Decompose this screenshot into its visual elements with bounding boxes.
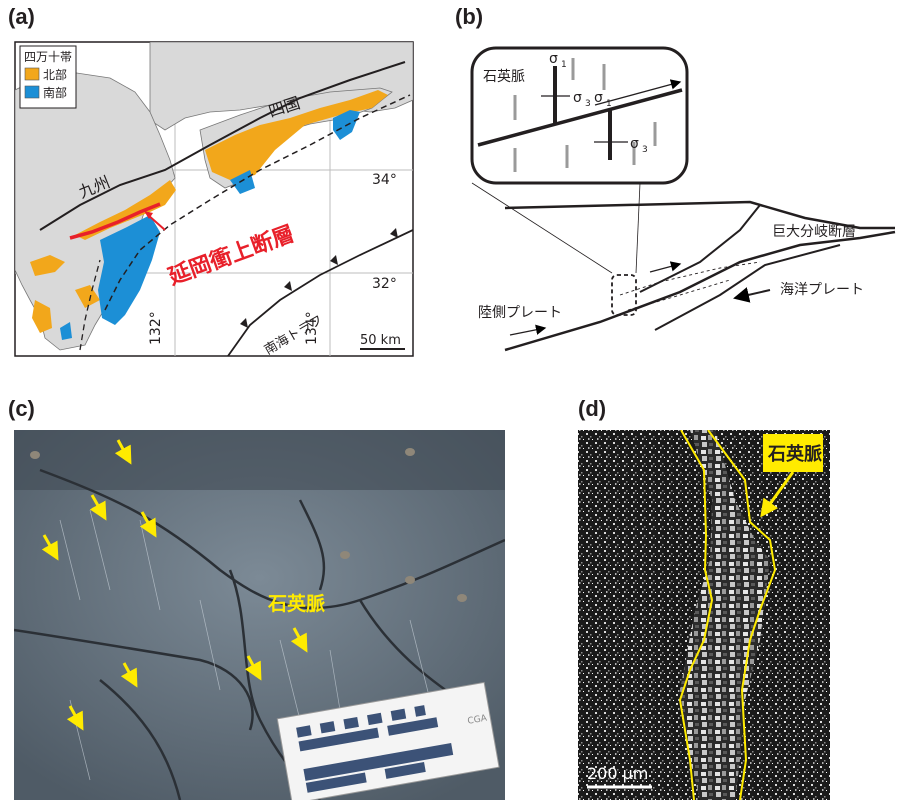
north-zone-patch: [32, 300, 52, 333]
quartz-vein-arrows: [41, 439, 308, 731]
oceanic-plate-base: [654, 244, 841, 331]
micrograph-label-box: [763, 434, 823, 472]
schematic-panel: σ 1 σ 3 σ 1 σ 3 石英脈 巨大分岐断層 海洋プレート 陸側プレート: [470, 46, 896, 352]
panel-label-d: (d): [578, 396, 607, 421]
trough-teeth: [240, 228, 398, 328]
north-zone-shikoku: [205, 90, 388, 180]
outcrop-quartz-vein-label: 石英脈: [267, 592, 325, 615]
inset-slip-arrow: [594, 79, 682, 106]
micrograph-pointer-arrow: [760, 471, 795, 518]
nobeoka-thrust-line: [69, 202, 161, 240]
label-lon-134: 134°: [304, 311, 320, 345]
inset-quartz-veins: [513, 58, 657, 172]
inset-quartz-vein-label: 石英脈: [483, 68, 525, 85]
vein-outline-right: [707, 430, 777, 800]
svg-text:3: 3: [585, 99, 591, 109]
scale-card-text: CGA: [467, 713, 489, 726]
sigma3-label-upper: σ: [573, 90, 582, 106]
scale-bar-label: 50 km: [360, 333, 401, 348]
south-zone-kyushu: [98, 215, 160, 325]
label-lat-32: 32°: [372, 276, 397, 292]
svg-text:1: 1: [561, 60, 567, 70]
north-zone-kyushu: [75, 180, 176, 240]
vein-streaks: [59, 509, 431, 781]
micrograph-quartz-vein-label: 石英脈: [767, 443, 822, 465]
subduction-arrow: [733, 287, 771, 303]
svg-text:3: 3: [642, 145, 648, 155]
south-zone-patch: [60, 322, 72, 340]
thin-section-panel: 石英脈 200 μm: [578, 430, 830, 800]
north-zone-patch: [75, 285, 100, 308]
fault-pointer-arrow: [147, 214, 166, 231]
median-tectonic-line: [39, 61, 406, 231]
quartz-vein-fill: [680, 430, 770, 800]
panel-label-c: (c): [8, 396, 35, 421]
label-lat-34: 34°: [372, 172, 397, 188]
north-zone-patch: [30, 255, 65, 276]
nankai-trough-line: [227, 229, 413, 356]
inset-callout-right: [635, 182, 641, 274]
panel-label-a: (a): [8, 4, 35, 29]
oceanic-plate-label: 海洋プレート: [780, 282, 864, 298]
legend-south-label: 南部: [43, 85, 67, 100]
sigma3-label-lower: σ: [630, 136, 639, 152]
seafloor-surface: [504, 200, 895, 230]
inset-fault-line: [477, 88, 683, 147]
map-panel: 四万十帯 北部 南部 九州 四国 延岡衝上断層 南海トラフ 34° 32° 13…: [14, 41, 414, 358]
inset-callout-left: [471, 182, 613, 274]
legend-south-swatch: [24, 85, 40, 99]
legend-north-swatch: [24, 67, 40, 81]
micrograph-scale-label: 200 μm: [587, 764, 648, 783]
kyushu-boundary-dashed: [79, 259, 101, 351]
accretion-dashed-2: [627, 279, 731, 311]
outcrop-photo-panel: 石英脈 CGA: [14, 430, 505, 800]
label-lon-132: 132°: [148, 311, 164, 345]
legend-north-label: 北部: [43, 67, 67, 82]
splay-slip-arrow: [649, 261, 682, 273]
landward-slip-arrow: [509, 324, 547, 336]
study-area-dashed-box: [611, 274, 637, 316]
plate-boundary: [504, 230, 896, 352]
scale-card: CGA: [276, 681, 500, 800]
shell-fragments: [30, 448, 467, 602]
sigma1-label-lower: σ: [594, 90, 603, 106]
legend-title: 四万十帯: [24, 50, 72, 64]
splay-fault-label: 巨大分岐断層: [772, 224, 856, 240]
zone-boundary-dashed: [104, 94, 411, 311]
sigma1-label-upper: σ: [549, 51, 558, 67]
splay-fault-trace: [639, 204, 761, 293]
vein-outline-left: [678, 430, 714, 800]
panel-label-b: (b): [455, 4, 484, 29]
svg-text:1: 1: [606, 99, 612, 109]
land-plate-label: 陸側プレート: [478, 305, 562, 321]
accretion-dashed-1: [619, 261, 761, 296]
